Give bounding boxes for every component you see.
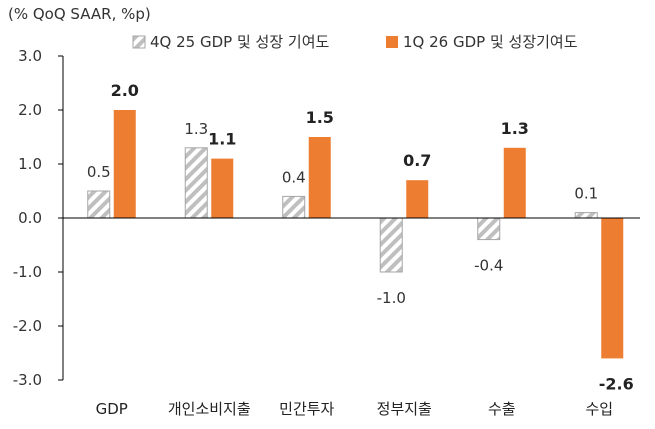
y-tick-label: -1.0 [13, 263, 42, 281]
legend-label-4q25: 4Q 25 GDP 및 성장 기여도 [150, 33, 329, 51]
y-tick-label: -2.0 [13, 317, 42, 335]
bar-1q26-5 [601, 218, 624, 359]
bar-1q26-0 [113, 110, 136, 218]
y-axis: 3.0 2.0 1.0 0.0 -1.0 -2.0 -3.0 [13, 47, 64, 389]
bar-1q26-2 [308, 137, 331, 218]
bar-1q26-4 [503, 147, 526, 218]
y-tick-label: 0.0 [18, 209, 42, 227]
data-label-4q25-0: 0.5 [87, 163, 111, 181]
data-label-4q25-2: 0.4 [282, 168, 306, 186]
data-label-1q26-5: -2.6 [599, 374, 634, 393]
category-label-3: 정부지출 [377, 400, 432, 418]
legend: 4Q 25 GDP 및 성장 기여도 1Q 26 GDP 및 성장기여도 [132, 33, 578, 51]
data-label-4q25-5: 0.1 [574, 185, 598, 203]
data-label-4q25-4: -0.4 [474, 257, 503, 275]
y-tick-label: -3.0 [13, 371, 42, 389]
legend-label-1q26: 1Q 26 GDP 및 성장기여도 [403, 33, 578, 51]
data-label-4q25-3: -1.0 [377, 289, 406, 307]
bar-4q25-3 [379, 217, 403, 273]
bar-4q25-4 [477, 217, 501, 241]
data-label-1q26-1: 1.1 [208, 130, 236, 149]
bars: 0.52.01.31.10.41.5-1.00.7-0.41.30.1-2.6 [87, 81, 634, 393]
y-tick-label: 2.0 [18, 101, 42, 119]
data-label-1q26-0: 2.0 [111, 81, 139, 100]
category-label-2: 민간투자 [279, 400, 334, 418]
y-tick-label: 3.0 [18, 47, 42, 65]
bar-1q26-3 [406, 180, 429, 218]
bar-4q25-0 [87, 190, 111, 219]
data-label-4q25-1: 1.3 [184, 120, 208, 138]
category-label-1: 개인소비지출 [168, 400, 251, 418]
legend-swatch-1q26 [386, 36, 398, 48]
category-label-4: 수출 [488, 400, 516, 418]
data-label-1q26-3: 0.7 [403, 151, 431, 170]
legend-swatch-4q25 [132, 35, 146, 49]
unit-label: (% QoQ SAAR, %p) [8, 5, 151, 23]
bar-4q25-1 [184, 147, 208, 219]
bar-4q25-2 [282, 195, 306, 219]
category-label-0: GDP [96, 400, 128, 418]
x-axis: GDP 개인소비지출 민간투자 정부지출 수출 수입 [63, 217, 640, 418]
data-label-1q26-4: 1.3 [501, 119, 529, 138]
data-label-1q26-2: 1.5 [306, 108, 334, 127]
bar-1q26-1 [211, 158, 234, 218]
y-tick-label: 1.0 [18, 155, 42, 173]
bar-4q25-5 [574, 212, 598, 219]
category-label-5: 수입 [585, 400, 613, 418]
